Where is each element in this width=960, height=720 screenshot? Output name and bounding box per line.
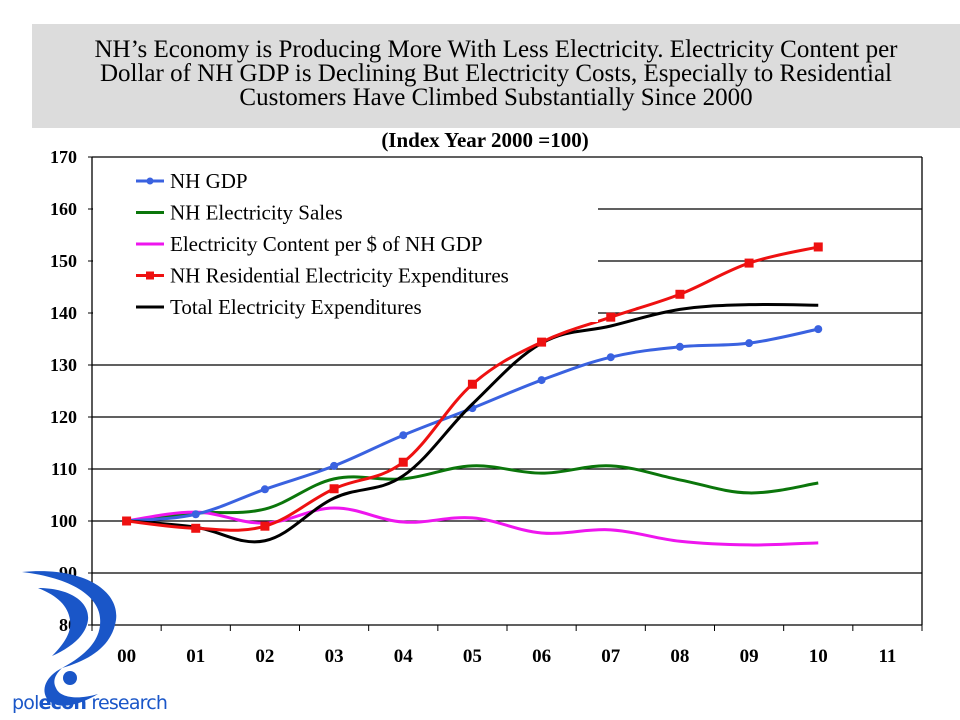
data-point-nh-gdp — [399, 431, 408, 440]
title-banner: NH’s Economy is Producing More With Less… — [32, 24, 960, 128]
data-point-nh-residential-electricity-expenditures — [467, 379, 477, 389]
data-point-nh-residential-electricity-expenditures — [398, 457, 408, 467]
data-point-nh-gdp — [814, 325, 823, 334]
x-tick-label: 11 — [878, 646, 896, 667]
y-tick-label: 110 — [51, 459, 77, 479]
chart-subtitle: (Index Year 2000 =100) — [381, 128, 589, 152]
data-point-nh-residential-electricity-expenditures — [606, 312, 616, 322]
data-point-nh-gdp — [260, 485, 269, 494]
legend-marker — [146, 271, 154, 280]
y-tick-label: 160 — [50, 199, 77, 219]
chart-title: NH’s Economy is Producing More With Less… — [32, 36, 960, 111]
data-point-nh-residential-electricity-expenditures — [260, 521, 270, 531]
data-point-nh-residential-electricity-expenditures — [813, 242, 823, 252]
y-tick-label: 100 — [50, 511, 77, 531]
data-point-nh-gdp — [606, 353, 615, 362]
x-tick-label: 07 — [601, 646, 621, 667]
title-line: Dollar of NH GDP is Declining But Electr… — [99, 60, 892, 87]
legend-marker — [146, 177, 154, 185]
data-point-nh-residential-electricity-expenditures — [675, 289, 685, 299]
series-line-total-electricity-expenditures — [126, 302, 819, 544]
x-tick-label: 01 — [186, 646, 205, 667]
series-lines — [122, 242, 823, 547]
x-tick-label: 03 — [325, 646, 344, 667]
legend: NH GDP NH Electricity Sales Electricity Co… — [93, 159, 598, 322]
data-point-nh-residential-electricity-expenditures — [191, 523, 201, 533]
x-tick-label: 08 — [670, 646, 689, 667]
y-tick-label: 170 — [50, 147, 77, 167]
data-point-nh-residential-electricity-expenditures — [537, 337, 547, 347]
series-line-nh-gdp — [126, 327, 819, 523]
y-tick-label: 140 — [50, 303, 77, 323]
x-tick-label: 02 — [255, 646, 274, 667]
x-tick-label: 04 — [394, 646, 414, 667]
x-tick-label: 00 — [117, 646, 136, 667]
data-point-nh-residential-electricity-expenditures — [122, 516, 132, 526]
legend-label: NH Residential Electricity Expenditures — [170, 264, 509, 288]
x-tick-label: 10 — [809, 646, 828, 667]
x-tick-label: 05 — [463, 646, 482, 667]
y-tick-label: 130 — [50, 355, 77, 375]
y-tick-label: 120 — [50, 407, 77, 427]
y-tick-label: 150 — [50, 251, 77, 271]
data-point-nh-gdp — [191, 510, 200, 519]
series-line-nh-electricity-sales — [126, 464, 819, 523]
legend-label: Electricity Content per $ of NH GDP — [170, 232, 483, 256]
x-tick-label: 09 — [740, 646, 759, 667]
series-line-electricity-content-per-of-nh-gdp — [126, 506, 819, 547]
legend-label: Total Electricity Expenditures — [170, 295, 422, 319]
polecon-research-wordmark: polecon research — [12, 692, 168, 714]
data-point-nh-gdp — [745, 339, 754, 348]
legend-background — [93, 159, 598, 322]
data-point-nh-residential-electricity-expenditures — [329, 484, 339, 494]
data-point-nh-gdp — [537, 376, 546, 385]
title-line: Customers Have Climbed Substantially Sin… — [239, 84, 753, 111]
data-point-nh-residential-electricity-expenditures — [744, 258, 754, 268]
data-point-nh-gdp — [330, 461, 339, 470]
legend-label: NH GDP — [170, 169, 248, 193]
legend-label: NH Electricity Sales — [170, 201, 343, 225]
polecon-logo-icon — [22, 571, 117, 706]
data-point-nh-gdp — [675, 342, 684, 351]
x-tick-label: 06 — [532, 646, 551, 667]
title-line: NH’s Economy is Producing More With Less… — [94, 36, 898, 63]
